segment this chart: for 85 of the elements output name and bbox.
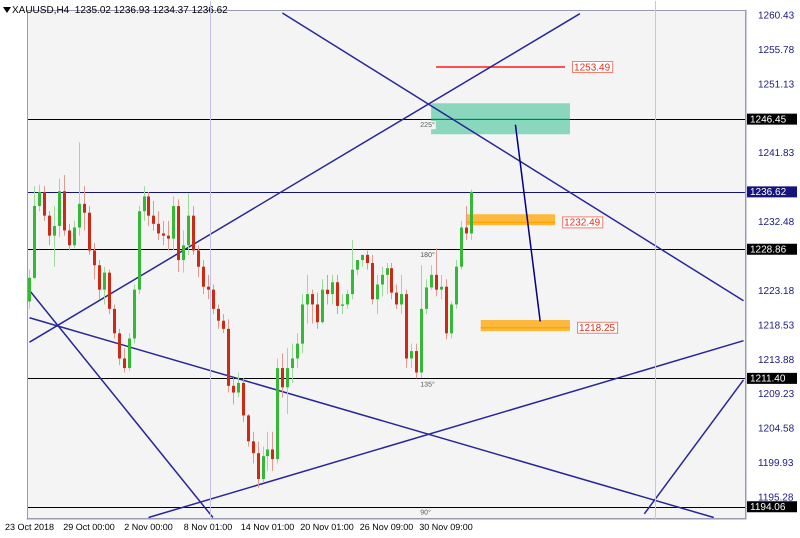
candlestick [341,294,344,315]
x-tick-label: 30 Nov 09:00 [419,522,473,532]
candlestick [217,304,220,330]
candlestick [123,348,126,374]
candlestick [266,431,269,472]
candlestick [331,274,334,305]
x-tick-label: 14 Nov 01:00 [240,522,294,532]
candlestick [336,274,339,315]
y-tick-label: 1255.78 [758,44,795,56]
candlestick [395,284,398,310]
x-tick-label: 2 Nov 00:00 [124,522,173,532]
y-tick-label: 1199.93 [758,458,794,470]
candlestick [222,314,225,334]
candlestick [73,220,76,249]
candlestick [386,262,389,295]
x-tick-label: 20 Nov 01:00 [300,522,354,532]
candlestick [48,210,51,246]
candlestick [182,230,185,274]
y-tick-label: 1260.43 [758,10,795,22]
ref-line-label: 1246.45 [750,114,787,126]
y-tick-label: 1232.48 [758,217,795,228]
candlestick [53,206,56,268]
candlestick [167,220,170,251]
candlestick [281,352,284,398]
candlestick [346,289,349,310]
candlestick [38,184,41,212]
y-tick-label: 1218.53 [758,320,795,332]
candlestick [157,210,160,241]
candlestick [197,244,200,278]
candlestick [286,348,289,414]
candlestick [435,248,438,297]
candlestick [202,260,205,295]
candlestick [440,274,443,300]
y-tick-label: 1213.88 [758,354,795,366]
candlestick [326,274,329,305]
candlestick [430,264,433,290]
candlestick [83,186,86,231]
data-label: 1218.25 [578,323,616,334]
candlestick [381,266,384,297]
y-tick-label: 1251.13 [758,79,795,90]
data-label: 1253.49 [574,62,611,74]
candlestick [306,274,309,324]
x-tick-label: 26 Nov 09:00 [360,522,414,532]
candlestick [78,142,81,236]
candlestick [212,284,215,315]
candlestick [415,343,418,379]
candlestick [93,242,96,280]
candlestick [356,260,359,276]
y-tick-label: 1195.28 [758,492,794,504]
x-tick-label: 29 Oct 00:00 [63,522,115,532]
y-tick-label: 1209.23 [758,389,795,400]
candlestick [252,431,255,464]
candlestick [237,372,240,398]
candlestick [207,274,210,300]
candlestick [311,289,314,324]
candlestick [425,278,428,315]
x-tick-label: 23 Oct 2018 [4,522,54,532]
candlestick [152,200,155,231]
candlestick [43,186,46,222]
ref-line-label: 1228.86 [750,244,787,256]
candlestick [147,191,150,227]
candlestick [103,266,106,305]
candlestick [400,274,403,315]
candlestick [28,269,31,310]
ref-line-label: 1211.40 [750,374,786,385]
data-label: 1232.49 [564,218,601,229]
candlestick [465,206,468,241]
candlestick [366,250,369,270]
y-tick-label: 1223.18 [758,286,795,298]
ref-line-label: 1236.62 [750,187,787,198]
ref-line-label: 1194.06 [750,502,786,513]
candlestick [262,446,265,484]
candlestick [232,377,235,405]
candlestick [296,332,299,369]
candlestick [68,223,71,251]
candlestick [376,274,379,315]
y-tick-label: 1241.83 [758,148,795,160]
y-tick-label: 1204.58 [758,424,795,435]
candlestick [410,343,413,369]
candlestick [271,431,274,472]
x-tick-label: 8 Nov 01:00 [184,522,232,532]
candlestick [143,186,146,222]
candlestick [316,292,319,330]
candlestick [291,343,294,384]
chart-title: XAUUSD,H4 1235.02 1236.93 1234.37 1236.62 [12,4,228,16]
